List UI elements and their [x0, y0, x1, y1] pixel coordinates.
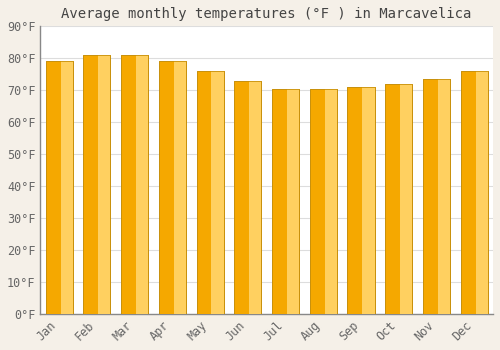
- Bar: [385, 84, 412, 314]
- Bar: [348, 87, 374, 314]
- Bar: [362, 87, 374, 314]
- Bar: [348, 87, 374, 314]
- Bar: [159, 62, 186, 314]
- Bar: [174, 62, 186, 314]
- Bar: [46, 62, 73, 314]
- Bar: [272, 89, 299, 314]
- Bar: [460, 71, 488, 314]
- Bar: [46, 62, 73, 314]
- Bar: [272, 89, 299, 314]
- Bar: [287, 89, 299, 314]
- Bar: [476, 71, 488, 314]
- Bar: [84, 55, 110, 314]
- Title: Average monthly temperatures (°F ) in Marcavelica: Average monthly temperatures (°F ) in Ma…: [62, 7, 472, 21]
- Bar: [212, 71, 224, 314]
- Bar: [400, 84, 412, 314]
- Bar: [438, 79, 450, 314]
- Bar: [423, 79, 450, 314]
- Bar: [310, 89, 337, 314]
- Bar: [98, 55, 110, 314]
- Bar: [385, 84, 412, 314]
- Bar: [234, 80, 262, 314]
- Bar: [196, 71, 224, 314]
- Bar: [310, 89, 337, 314]
- Bar: [324, 89, 337, 314]
- Bar: [84, 55, 110, 314]
- Bar: [136, 55, 148, 314]
- Bar: [249, 80, 262, 314]
- Bar: [423, 79, 450, 314]
- Bar: [121, 55, 148, 314]
- Bar: [460, 71, 488, 314]
- Bar: [159, 62, 186, 314]
- Bar: [196, 71, 224, 314]
- Bar: [60, 62, 73, 314]
- Bar: [121, 55, 148, 314]
- Bar: [234, 80, 262, 314]
